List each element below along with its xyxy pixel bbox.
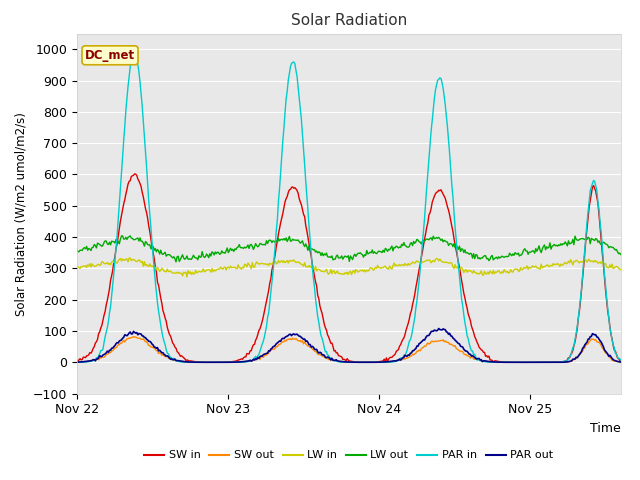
PAR in — [520, 360, 527, 365]
SW out — [606, 355, 614, 360]
PAR in — [332, 359, 340, 364]
PAR out — [397, 357, 404, 363]
LW out — [337, 255, 344, 261]
SW in — [398, 339, 406, 345]
PAR out — [435, 325, 443, 331]
Line: PAR in: PAR in — [77, 53, 621, 362]
LW out — [333, 252, 341, 258]
PAR out — [538, 360, 545, 365]
LW out — [369, 251, 377, 256]
SW in — [336, 353, 344, 359]
LW out — [617, 252, 625, 257]
Text: DC_met: DC_met — [85, 49, 135, 62]
PAR out — [367, 360, 375, 365]
LW in — [183, 274, 191, 280]
PAR out — [520, 360, 527, 365]
Line: LW out: LW out — [77, 236, 621, 262]
SW out — [332, 358, 340, 364]
SW out — [520, 360, 527, 365]
LW out — [119, 233, 127, 239]
PAR in — [617, 357, 625, 363]
PAR in — [336, 359, 344, 365]
Line: PAR out: PAR out — [77, 328, 621, 362]
LW in — [617, 267, 625, 273]
SW in — [606, 324, 614, 329]
LW in — [125, 255, 133, 261]
PAR out — [332, 358, 339, 363]
Y-axis label: Solar Radiation (W/m2 umol/m2/s): Solar Radiation (W/m2 umol/m2/s) — [14, 112, 27, 315]
LW out — [606, 244, 614, 250]
LW in — [73, 264, 81, 269]
Legend: SW in, SW out, LW in, LW out, PAR in, PAR out: SW in, SW out, LW in, LW out, PAR in, PA… — [140, 446, 558, 465]
PAR out — [73, 359, 81, 365]
SW out — [398, 357, 406, 363]
SW in — [369, 359, 376, 365]
LW out — [172, 259, 180, 265]
SW in — [332, 350, 340, 356]
PAR out — [617, 359, 625, 365]
PAR in — [398, 355, 406, 361]
LW in — [333, 268, 341, 274]
PAR in — [131, 50, 138, 56]
SW in — [520, 360, 527, 365]
SW out — [73, 359, 81, 365]
LW in — [337, 271, 344, 276]
PAR in — [606, 325, 614, 331]
LW in — [606, 262, 614, 268]
LW out — [73, 247, 81, 252]
LW out — [399, 243, 406, 249]
PAR out — [606, 352, 614, 358]
PAR in — [527, 360, 534, 365]
SW in — [73, 358, 81, 364]
SW in — [131, 171, 138, 177]
SW out — [369, 360, 376, 365]
SW out — [538, 360, 545, 365]
SW out — [336, 359, 344, 364]
LW in — [369, 267, 377, 273]
LW in — [521, 265, 529, 271]
SW in — [617, 359, 625, 364]
PAR in — [369, 360, 376, 365]
LW in — [399, 262, 406, 267]
SW out — [130, 334, 138, 339]
LW out — [521, 246, 529, 252]
Title: Solar Radiation: Solar Radiation — [291, 13, 407, 28]
Line: LW in: LW in — [77, 258, 621, 277]
Line: SW in: SW in — [77, 174, 621, 362]
X-axis label: Time: Time — [590, 422, 621, 435]
PAR in — [73, 360, 81, 365]
Line: SW out: SW out — [77, 336, 621, 362]
PAR out — [335, 358, 342, 364]
SW out — [617, 359, 625, 365]
SW in — [538, 360, 545, 365]
